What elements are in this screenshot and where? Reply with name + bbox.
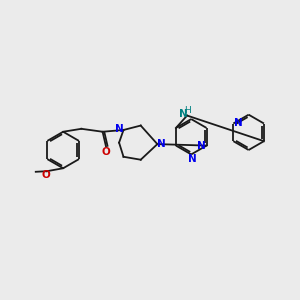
Text: N: N <box>234 118 242 128</box>
Text: O: O <box>102 147 110 157</box>
Text: O: O <box>42 170 51 180</box>
Text: N: N <box>178 110 188 119</box>
Text: N: N <box>188 154 197 164</box>
Text: N: N <box>115 124 124 134</box>
Text: N: N <box>157 139 166 148</box>
Text: H: H <box>184 106 191 115</box>
Text: N: N <box>197 142 206 152</box>
